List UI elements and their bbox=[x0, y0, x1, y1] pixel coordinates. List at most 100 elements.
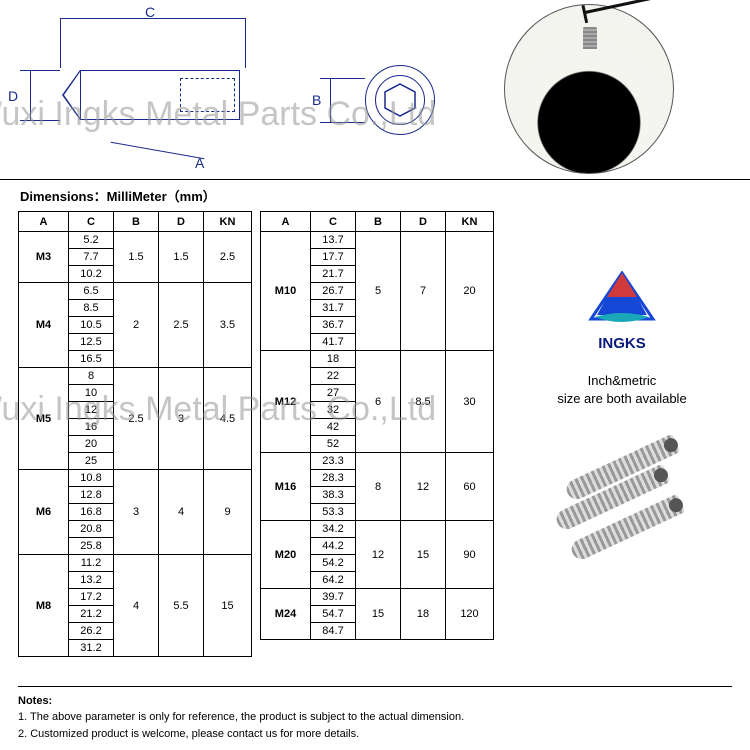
screws-photo bbox=[532, 448, 712, 568]
cell-c: 25.8 bbox=[69, 538, 114, 555]
cell-c: 26.2 bbox=[69, 623, 114, 640]
cell-a: M20 bbox=[261, 521, 311, 589]
cell-c: 17.7 bbox=[311, 249, 356, 266]
cell-a: M6 bbox=[19, 470, 69, 555]
cell-c: 54.2 bbox=[311, 555, 356, 572]
cell-c: 34.2 bbox=[311, 521, 356, 538]
cell-a: M5 bbox=[19, 368, 69, 470]
cell-c: 36.7 bbox=[311, 317, 356, 334]
cell-a: M16 bbox=[261, 453, 311, 521]
cell-c: 31.7 bbox=[311, 300, 356, 317]
table-row: M582.534.5 bbox=[19, 368, 252, 385]
cell-d: 18 bbox=[401, 589, 446, 640]
cell-a: M24 bbox=[261, 589, 311, 640]
note-2: 2. Customized product is welcome, please… bbox=[18, 726, 732, 743]
cell-d: 4 bbox=[159, 470, 204, 555]
cell-b: 5 bbox=[356, 232, 401, 351]
dim-c: C bbox=[145, 4, 155, 20]
cell-kn: 120 bbox=[446, 589, 494, 640]
cell-c: 20 bbox=[69, 436, 114, 453]
cell-d: 15 bbox=[401, 521, 446, 589]
cell-c: 42 bbox=[311, 419, 356, 436]
table-row: M1013.75720 bbox=[261, 232, 494, 249]
cell-kn: 9 bbox=[204, 470, 252, 555]
tables-row: ACBDKNM35.21.51.52.57.710.2M46.522.53.58… bbox=[0, 211, 750, 657]
cell-c: 13.2 bbox=[69, 572, 114, 589]
table-header: B bbox=[114, 212, 159, 232]
side-view-diagram: C D A bbox=[0, 0, 290, 179]
cell-c: 21.2 bbox=[69, 606, 114, 623]
front-view-diagram: B bbox=[290, 0, 490, 179]
cell-b: 4 bbox=[114, 555, 159, 657]
table-row: M2034.2121590 bbox=[261, 521, 494, 538]
brand-logo bbox=[587, 271, 657, 331]
cell-kn: 4.5 bbox=[204, 368, 252, 470]
cell-a: M12 bbox=[261, 351, 311, 453]
diagram-row: C D A B bbox=[0, 0, 750, 180]
dimensions-title: Dimensions：MilliMeter（mm） bbox=[0, 180, 750, 211]
cell-c: 53.3 bbox=[311, 504, 356, 521]
cell-c: 41.7 bbox=[311, 334, 356, 351]
cell-c: 32 bbox=[311, 402, 356, 419]
cell-c: 11.2 bbox=[69, 555, 114, 572]
cell-c: 12 bbox=[69, 402, 114, 419]
table-row: M1623.381260 bbox=[261, 453, 494, 470]
table-row: M35.21.51.52.5 bbox=[19, 232, 252, 249]
dim-d: D bbox=[8, 88, 18, 104]
cell-kn: 3.5 bbox=[204, 283, 252, 368]
cell-c: 38.3 bbox=[311, 487, 356, 504]
notes-title: Notes: bbox=[18, 693, 732, 710]
cell-c: 12.5 bbox=[69, 334, 114, 351]
cell-c: 8 bbox=[69, 368, 114, 385]
cell-b: 6 bbox=[356, 351, 401, 453]
table-header: C bbox=[69, 212, 114, 232]
cell-d: 8.5 bbox=[401, 351, 446, 453]
cell-c: 22 bbox=[311, 368, 356, 385]
table-header: A bbox=[261, 212, 311, 232]
cell-d: 12 bbox=[401, 453, 446, 521]
table-row: M46.522.53.5 bbox=[19, 283, 252, 300]
brand-name: INGKS bbox=[494, 335, 750, 352]
table-row: M610.8349 bbox=[19, 470, 252, 487]
cell-c: 10 bbox=[69, 385, 114, 402]
cell-kn: 30 bbox=[446, 351, 494, 453]
cell-d: 1.5 bbox=[159, 232, 204, 283]
dimensions-table-right: ACBDKNM1013.7572017.721.726.731.736.741.… bbox=[260, 211, 494, 640]
note-1: 1. The above parameter is only for refer… bbox=[18, 709, 732, 726]
table-header: KN bbox=[446, 212, 494, 232]
table-header: KN bbox=[204, 212, 252, 232]
cell-c: 23.3 bbox=[311, 453, 356, 470]
cell-c: 28.3 bbox=[311, 470, 356, 487]
cell-kn: 2.5 bbox=[204, 232, 252, 283]
cell-b: 1.5 bbox=[114, 232, 159, 283]
table-header: D bbox=[401, 212, 446, 232]
cell-kn: 90 bbox=[446, 521, 494, 589]
table-header: B bbox=[356, 212, 401, 232]
cell-c: 16 bbox=[69, 419, 114, 436]
cell-c: 54.7 bbox=[311, 606, 356, 623]
cell-c: 39.7 bbox=[311, 589, 356, 606]
product-photo bbox=[490, 0, 750, 179]
cell-b: 2 bbox=[114, 283, 159, 368]
cell-d: 7 bbox=[401, 232, 446, 351]
cell-kn: 15 bbox=[204, 555, 252, 657]
cell-c: 10.5 bbox=[69, 317, 114, 334]
cell-a: M10 bbox=[261, 232, 311, 351]
dimensions-table-left: ACBDKNM35.21.51.52.57.710.2M46.522.53.58… bbox=[18, 211, 252, 657]
table-row: M121868.530 bbox=[261, 351, 494, 368]
table-header: D bbox=[159, 212, 204, 232]
cell-c: 84.7 bbox=[311, 623, 356, 640]
cell-b: 2.5 bbox=[114, 368, 159, 470]
cell-b: 12 bbox=[356, 521, 401, 589]
cell-b: 3 bbox=[114, 470, 159, 555]
table-header: C bbox=[311, 212, 356, 232]
cell-c: 16.5 bbox=[69, 351, 114, 368]
cell-c: 31.2 bbox=[69, 640, 114, 657]
notes-section: Notes: 1. The above parameter is only fo… bbox=[18, 686, 732, 743]
cell-c: 16.8 bbox=[69, 504, 114, 521]
cell-c: 27 bbox=[311, 385, 356, 402]
availability-l1: Inch&metric bbox=[494, 372, 750, 390]
cell-b: 15 bbox=[356, 589, 401, 640]
cell-c: 8.5 bbox=[69, 300, 114, 317]
cell-c: 44.2 bbox=[311, 538, 356, 555]
